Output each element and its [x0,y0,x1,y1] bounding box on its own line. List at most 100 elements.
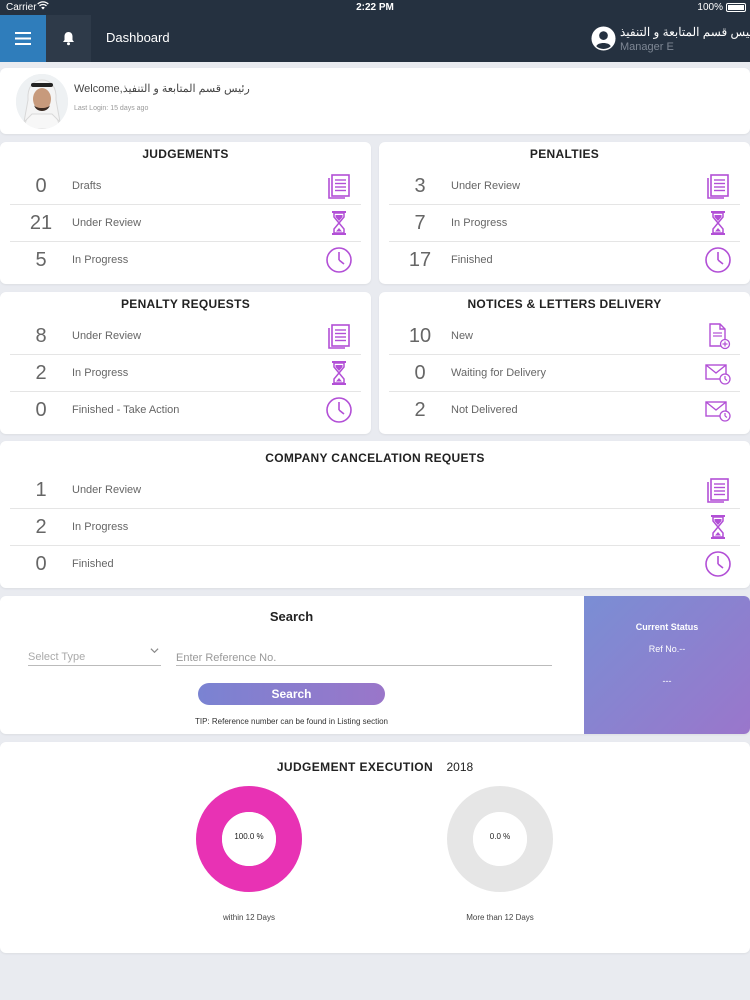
current-status-ref: Ref No.-- [648,644,686,654]
user-name[interactable]: رئيس قسم المتابعة و التنفيذ [620,25,750,39]
welcome-card: Welcome,رئيس قسم المتابعة و التنفيذ Last… [0,68,750,134]
stat-label: Under Review [72,217,142,229]
document-icon [704,476,732,504]
stat-label: In Progress [72,367,129,379]
judgements-row-under-review[interactable]: 21 Under Review [10,205,361,242]
user-avatar-icon[interactable] [591,26,616,51]
document-icon [704,172,732,200]
stat-label: In Progress [72,254,129,266]
last-login-text: Last Login: 15 days ago [74,105,149,112]
stat-label: In Progress [451,217,508,229]
wifi-icon [37,1,49,13]
penalties-card: PENALTIES 3 Under Review 7 In Progress 1… [379,142,750,284]
stat-count: 21 [29,212,53,234]
stat-count: 0 [35,553,47,575]
stat-label: Waiting for Delivery [451,367,546,379]
stat-count: 17 [408,249,432,271]
penalty-requests-row-under-review[interactable]: 8 Under Review [10,318,361,355]
clock-icon [704,550,732,578]
company-cancelation-title: COMPANY CANCELATION REQUETS [265,451,485,465]
notices-title: NOTICES & LETTERS DELIVERY [467,297,662,311]
stat-label: Under Review [451,180,521,192]
chevron-down-icon [150,648,159,654]
judgements-row-drafts[interactable]: 0 Drafts [10,168,361,205]
donut-percent: 100.0 % [234,832,264,841]
donut-hole [222,812,276,866]
stat-count: 0 [414,362,426,384]
search-tip: TIP: Reference number can be found in Li… [195,717,388,726]
penalties-row-finished[interactable]: 17 Finished [389,242,740,279]
judgements-card: JUDGEMENTS 0 Drafts 21 Under Review 5 In… [0,142,371,284]
donut-arc [196,786,302,892]
execution-year: 2018 [446,760,474,774]
page-title: Dashboard [106,30,170,45]
select-type-dropdown[interactable]: Select Type [28,646,161,666]
company-cancelation-row-finished[interactable]: 0 Finished [10,546,740,583]
stat-count: 2 [414,399,426,421]
hourglass-icon [325,359,353,387]
stat-count: 2 [35,516,47,538]
document-icon [325,322,353,350]
search-title: Search [269,609,314,624]
current-status-value: --- [662,676,672,686]
notices-card: NOTICES & LETTERS DELIVERY 10 New 0 Wait… [379,292,750,434]
clock-icon [704,246,732,274]
current-status-title: Current Status [635,622,699,632]
stat-label: Drafts [72,180,102,192]
reference-number-input[interactable] [176,646,552,666]
stat-count: 0 [35,399,47,421]
user-role: Manager E [620,41,674,53]
carrier-label: Carrier [6,2,37,13]
judgements-title: JUDGEMENTS [142,147,229,161]
clock-icon [325,246,353,274]
stat-count: 1 [35,479,47,501]
top-navbar: Dashboard رئيس قسم المتابعة و التنفيذ Ma… [0,15,750,62]
battery-percent: 100% [697,2,723,13]
stat-label: Not Delivered [451,404,518,416]
judgement-execution-card: JUDGEMENT EXECUTION 2018 100.0 % within … [0,742,750,953]
penalty-requests-title: PENALTY REQUESTS [120,297,251,311]
select-type-placeholder: Select Type [28,651,86,663]
clock-icon [325,396,353,424]
penalty-requests-row-in-progress[interactable]: 2 In Progress [10,355,361,392]
penalties-row-in-progress[interactable]: 7 In Progress [389,205,740,242]
stat-count: 8 [35,325,47,347]
stat-count: 7 [414,212,426,234]
stat-label: In Progress [72,521,129,533]
notifications-button[interactable] [46,15,91,62]
penalties-row-under-review[interactable]: 3 Under Review [389,168,740,205]
clock-time: 2:22 PM [356,2,394,13]
execution-title: JUDGEMENT EXECUTION 2018 [0,760,750,774]
mail-clock-icon [704,359,732,387]
stat-label: New [451,330,474,342]
stat-count: 2 [35,362,47,384]
stat-label: Under Review [72,330,142,342]
donut-within-12-days: 100.0 % [194,784,304,894]
stat-count: 5 [35,249,47,271]
company-cancelation-row-in-progress[interactable]: 2 In Progress [10,509,740,546]
search-card: Search Select Type Search TIP: Reference… [0,596,750,734]
stat-label: Under Review [72,484,142,496]
user-photo [16,74,68,129]
search-button[interactable]: Search [198,683,385,705]
notices-row-new[interactable]: 10 New [389,318,740,355]
judgements-row-in-progress[interactable]: 5 In Progress [10,242,361,279]
donut-track [447,786,553,892]
menu-button[interactable] [0,15,46,62]
donut-hole [473,812,527,866]
document-icon [325,172,353,200]
hourglass-icon [325,209,353,237]
donut-caption: within 12 Days [222,913,276,922]
notices-row-not-delivered[interactable]: 2 Not Delivered [389,392,740,429]
stat-label: Finished - Take Action [72,404,180,416]
bell-icon [63,32,74,46]
hourglass-icon [704,209,732,237]
hourglass-icon [704,513,732,541]
hamburger-icon [15,32,31,45]
notices-row-waiting[interactable]: 0 Waiting for Delivery [389,355,740,392]
stat-label: Finished [451,254,493,266]
penalty-requests-row-finished[interactable]: 0 Finished - Take Action [10,392,361,429]
execution-title-text: JUDGEMENT EXECUTION [276,760,434,774]
stat-count: 0 [35,175,47,197]
company-cancelation-row-under-review[interactable]: 1 Under Review [10,472,740,509]
